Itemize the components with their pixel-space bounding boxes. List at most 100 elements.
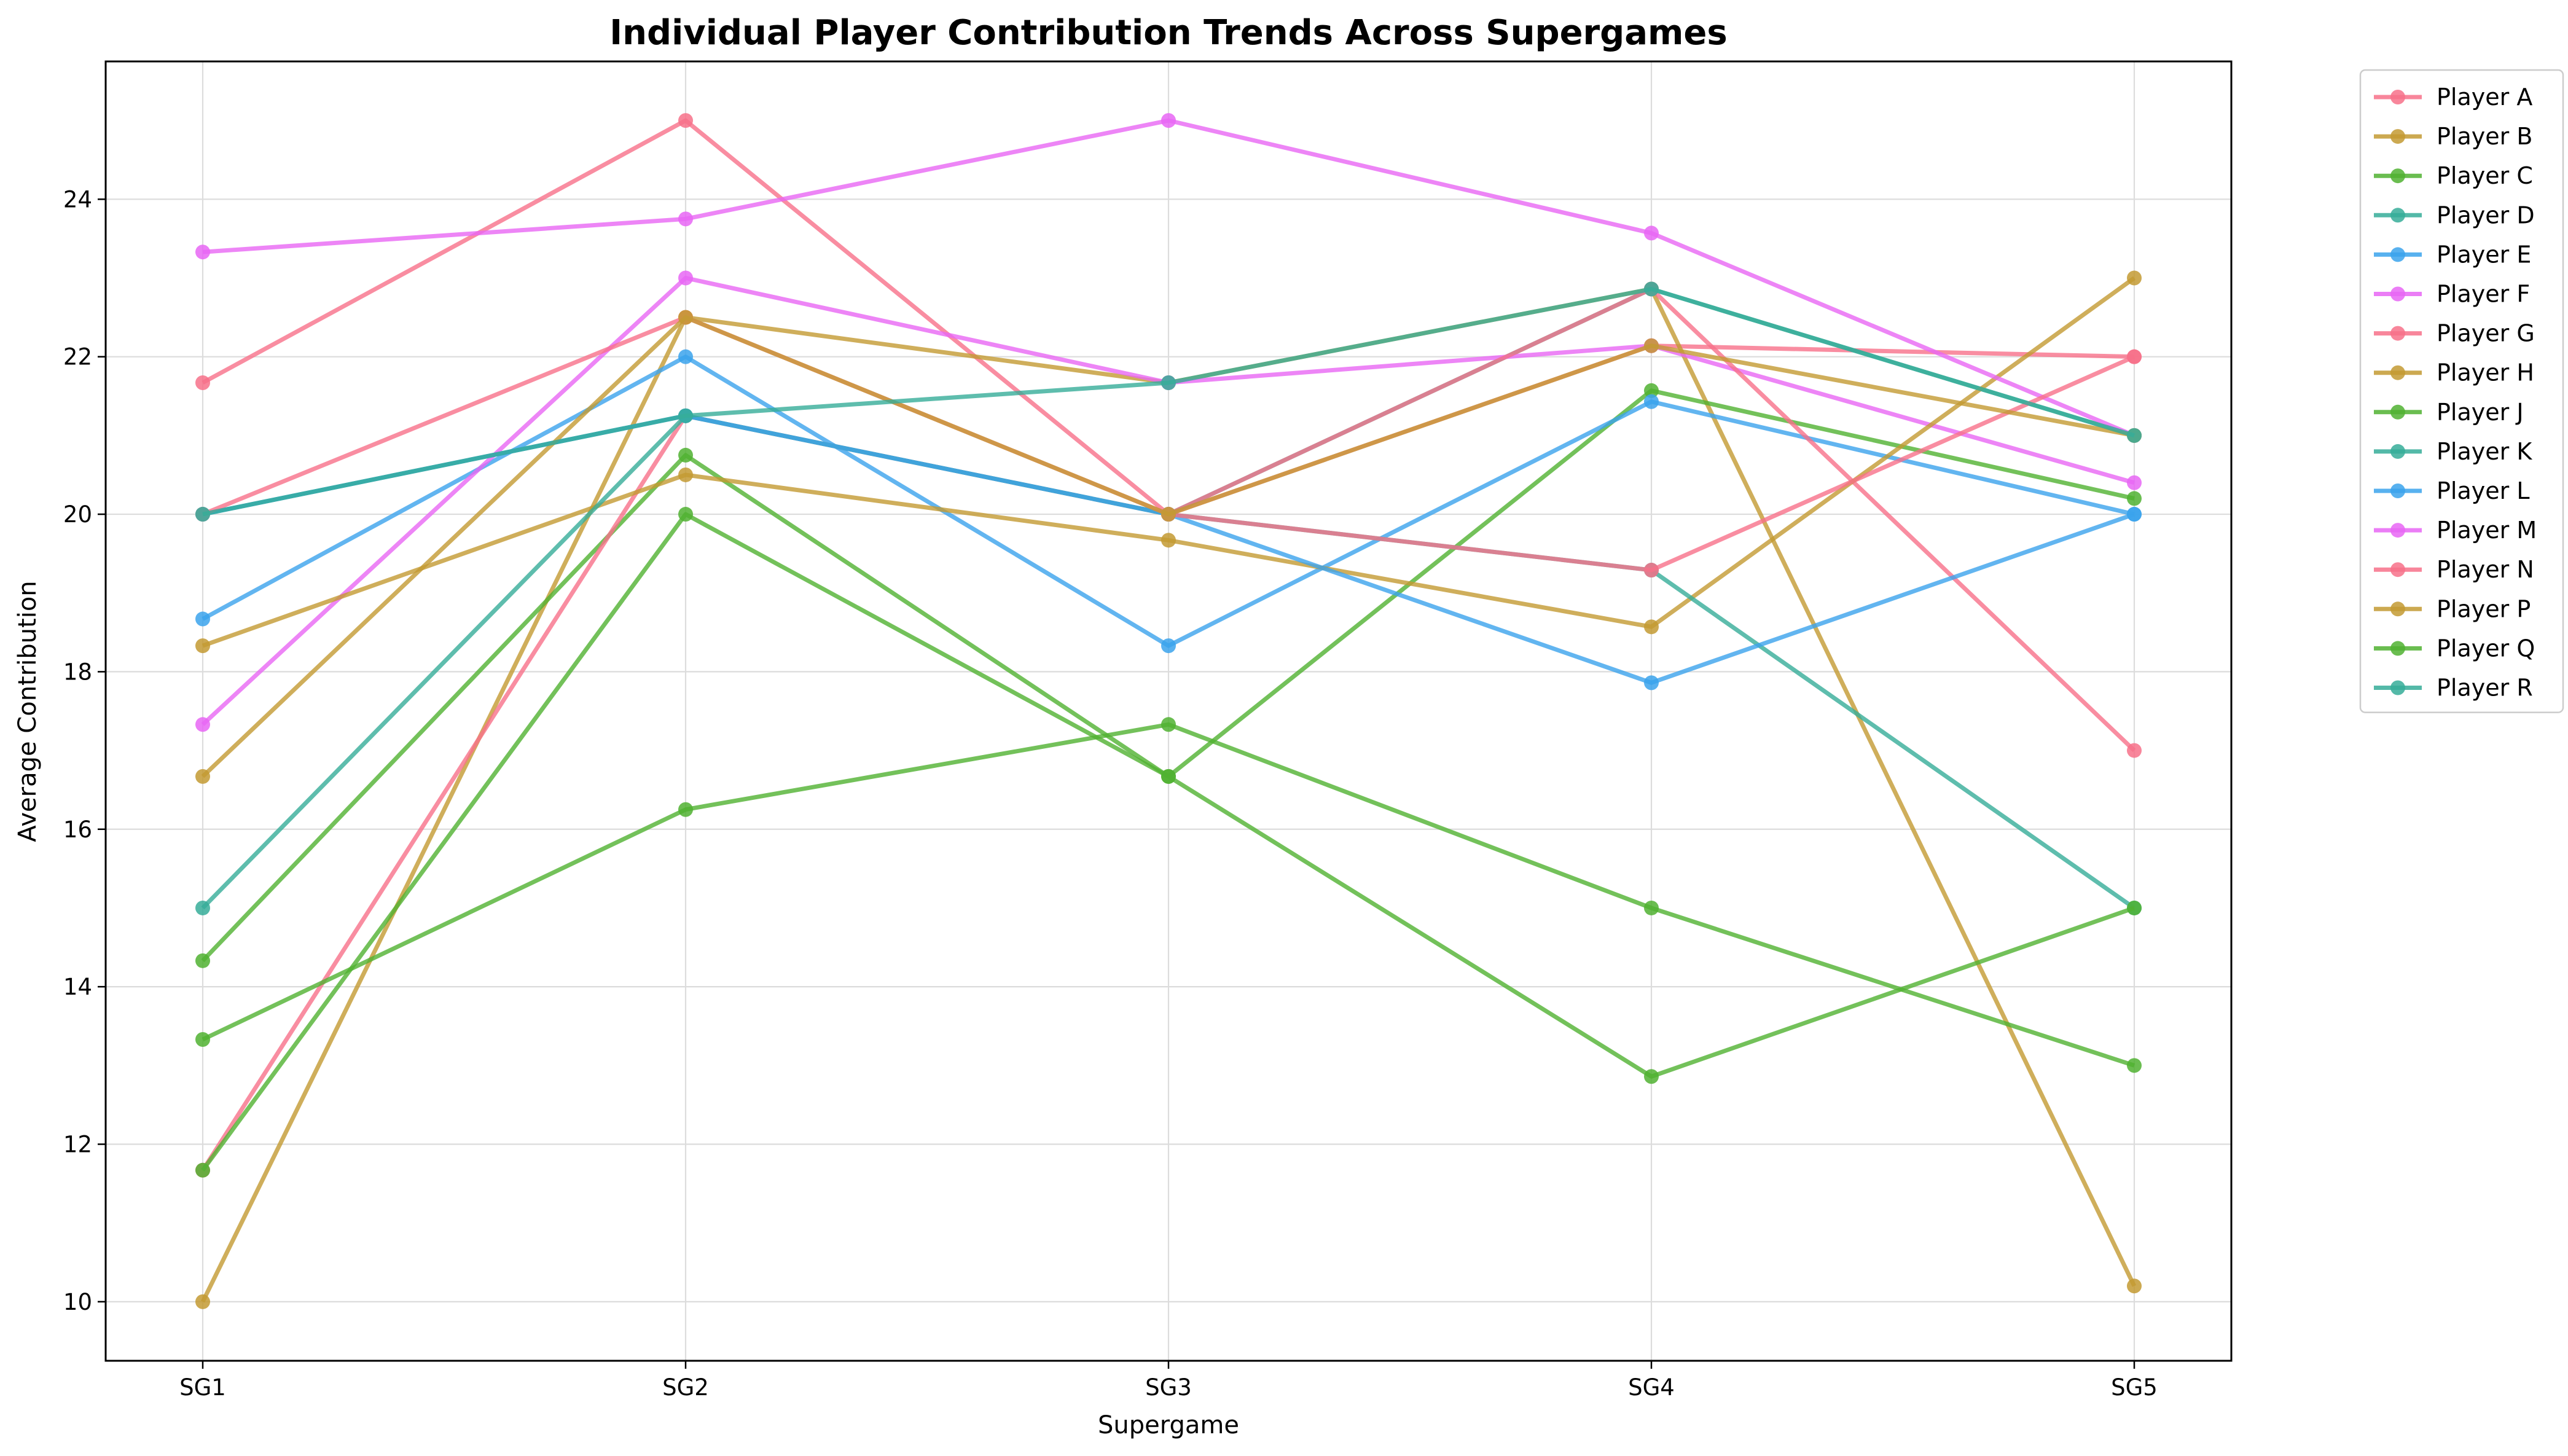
data-point	[1644, 338, 1659, 353]
x-tick-label: SG5	[2111, 1374, 2158, 1401]
legend-swatch-marker	[2390, 208, 2405, 223]
data-point	[2127, 507, 2142, 522]
data-point	[1644, 1069, 1659, 1084]
legend-swatch-marker	[2390, 483, 2405, 498]
y-tick-label: 10	[63, 1289, 92, 1315]
legend-item: Player M	[2374, 517, 2537, 544]
series-player-q	[195, 507, 2142, 1178]
legend-swatch-marker	[2390, 523, 2405, 538]
legend-swatch-marker	[2390, 247, 2405, 262]
data-point	[1644, 383, 1659, 398]
data-point	[1161, 638, 1176, 654]
legend-swatch-marker	[2390, 641, 2405, 656]
data-point	[195, 611, 210, 627]
legend-swatch-marker	[2390, 326, 2405, 341]
legend-label: Player B	[2437, 123, 2532, 150]
y-tick-label: 20	[63, 501, 92, 528]
legend-item: Player L	[2374, 477, 2530, 504]
legend-label: Player R	[2437, 675, 2533, 702]
legend-item: Player B	[2374, 123, 2532, 150]
data-point	[2127, 428, 2142, 443]
data-point	[2127, 1278, 2142, 1294]
y-axis: 10 12 14 16 18 20 22 24	[63, 186, 106, 1315]
data-point	[195, 638, 210, 654]
data-point	[1161, 533, 1176, 548]
legend-label: Player F	[2437, 281, 2530, 308]
y-tick-label: 24	[63, 186, 92, 213]
data-point	[1644, 563, 1659, 578]
data-point	[678, 467, 693, 482]
data-point	[1644, 675, 1659, 691]
chart-title: Individual Player Contribution Trends Ac…	[609, 13, 1727, 53]
data-point	[678, 507, 693, 522]
legend: Player A Player B Player C Player D Player E…	[2359, 69, 2564, 713]
legend-item: Player N	[2374, 556, 2534, 583]
legend-label: Player M	[2437, 517, 2537, 544]
y-axis-label: Average Contribution	[14, 581, 42, 842]
data-point	[1161, 375, 1176, 390]
series-player-h	[195, 270, 2142, 654]
data-point	[678, 408, 693, 423]
data-point	[195, 900, 210, 915]
data-point	[195, 717, 210, 732]
y-tick-label: 16	[63, 816, 92, 843]
data-point	[195, 1032, 210, 1047]
legend-swatch-marker	[2390, 365, 2405, 380]
data-point	[1644, 281, 1659, 297]
legend-swatch-marker	[2390, 90, 2405, 104]
data-point	[195, 507, 210, 522]
legend-label: Player P	[2437, 595, 2531, 622]
legend-item: Player F	[2374, 281, 2530, 308]
data-point	[1644, 619, 1659, 635]
series-layer	[195, 113, 2142, 1309]
data-point	[2127, 900, 2142, 915]
legend-swatch-marker	[2390, 129, 2405, 144]
legend-swatch-marker	[2390, 444, 2405, 459]
series-player-j	[195, 717, 2142, 1073]
legend-item: Player Q	[2374, 635, 2535, 662]
data-point	[195, 953, 210, 968]
data-point	[1161, 717, 1176, 732]
data-point	[678, 447, 693, 463]
data-point	[678, 349, 693, 364]
legend-label: Player N	[2437, 556, 2534, 583]
legend-item: Player A	[2374, 84, 2532, 111]
data-point	[2127, 743, 2142, 758]
legend-swatch-marker	[2390, 680, 2405, 695]
y-tick-label: 18	[63, 659, 92, 685]
legend-item: Player K	[2374, 438, 2532, 465]
legend-box	[2359, 69, 2564, 713]
data-point	[2127, 270, 2142, 286]
legend-label: Player C	[2437, 162, 2533, 189]
y-tick-label: 14	[63, 974, 92, 1000]
legend-label: Player H	[2437, 359, 2534, 386]
data-point	[2127, 491, 2142, 506]
series-player-r	[195, 281, 2142, 522]
legend-item: Player E	[2374, 241, 2531, 268]
legend-item: Player G	[2374, 320, 2535, 347]
data-point	[1644, 225, 1659, 241]
legend-swatch-marker	[2390, 562, 2405, 577]
data-point	[2127, 349, 2142, 364]
data-point	[1161, 507, 1176, 522]
x-tick-label: SG1	[179, 1374, 226, 1401]
data-point	[678, 113, 693, 128]
x-tick-label: SG4	[1628, 1374, 1675, 1401]
legend-label: Player D	[2437, 202, 2535, 229]
legend-item: Player J	[2374, 399, 2524, 426]
data-point	[195, 375, 210, 390]
y-tick-label: 22	[63, 344, 92, 370]
legend-swatch-marker	[2390, 601, 2405, 617]
legend-item: Player R	[2374, 675, 2533, 702]
x-tick-label: SG2	[662, 1374, 709, 1401]
legend-label: Player A	[2437, 84, 2532, 111]
data-point	[195, 1294, 210, 1309]
data-point	[195, 1162, 210, 1178]
data-point	[195, 245, 210, 260]
data-point	[678, 270, 693, 286]
data-point	[195, 769, 210, 784]
legend-item: Player D	[2374, 202, 2535, 229]
legend-label: Player Q	[2437, 635, 2535, 662]
data-point	[2127, 1058, 2142, 1073]
